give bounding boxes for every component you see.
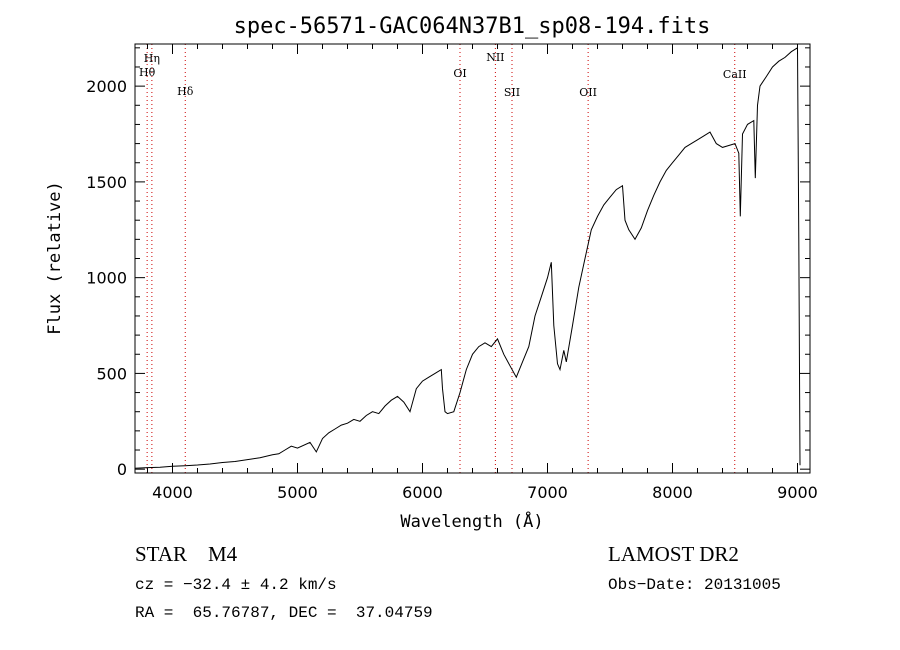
line-label-7: CaII bbox=[723, 68, 747, 81]
spectrum-line bbox=[134, 46, 801, 469]
x-axis: 4000 5000 6000 7000 8000 9000 bbox=[147, 44, 818, 502]
y-tick-label-2: 1000 bbox=[86, 269, 127, 288]
x-tick-label-5: 9000 bbox=[777, 483, 818, 502]
x-tick-label-3: 7000 bbox=[527, 483, 568, 502]
star-type-label: STAR M4 bbox=[135, 542, 238, 566]
x-tick-label-2: 6000 bbox=[402, 483, 443, 502]
x-axis-label: Wavelength (Å) bbox=[400, 510, 543, 532]
y-tick-label-1: 500 bbox=[96, 364, 127, 383]
y-tick-label-3: 1500 bbox=[86, 173, 127, 192]
x-tick-label-0: 4000 bbox=[152, 483, 193, 502]
line-label-5: SII bbox=[504, 86, 520, 99]
line-label-6: OII bbox=[579, 86, 597, 99]
x-tick-label-4: 8000 bbox=[652, 483, 693, 502]
y-axis: 0 500 1000 1500 2000 bbox=[86, 47, 810, 479]
line-label-0: Hη bbox=[144, 52, 160, 65]
coordinates-value: RA = 65.76787, DEC = 37.04759 bbox=[135, 604, 433, 622]
obs-date-value: Obs−Date: 20131005 bbox=[608, 576, 781, 594]
line-label-1: Hθ bbox=[139, 66, 156, 79]
y-tick-label-0: 0 bbox=[117, 460, 127, 479]
line-label-4: NII bbox=[486, 51, 504, 64]
survey-label: LAMOST DR2 bbox=[608, 542, 739, 566]
x-tick-label-1: 5000 bbox=[277, 483, 318, 502]
cz-value: cz = −32.4 ± 4.2 km/s bbox=[135, 576, 337, 594]
y-tick-label-4: 2000 bbox=[86, 77, 127, 96]
plot-frame bbox=[134, 43, 811, 474]
y-axis-label: Flux (relative) bbox=[45, 181, 65, 335]
line-label-3: OI bbox=[453, 67, 466, 80]
chart-title: spec-56571-GAC064N37B1_sp08-194.fits bbox=[234, 14, 711, 39]
line-label-2: Hδ bbox=[177, 85, 194, 98]
